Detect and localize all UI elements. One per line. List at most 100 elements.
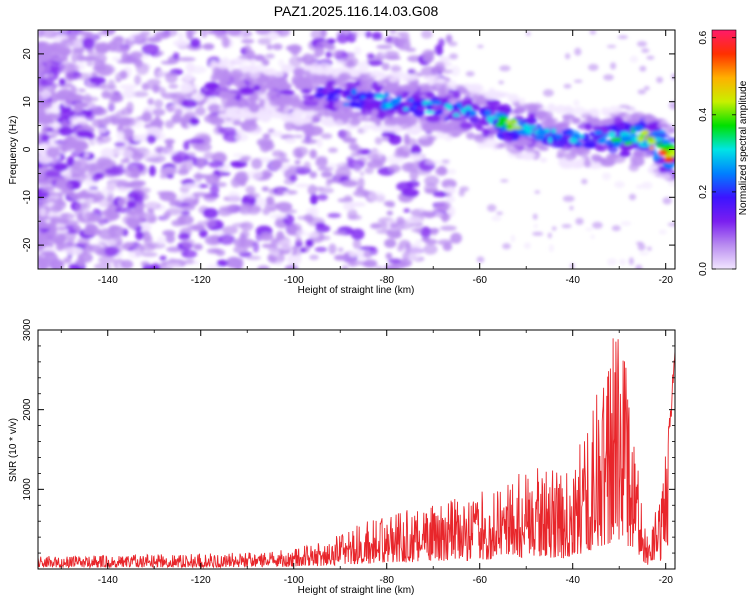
heatmap-cell — [295, 252, 302, 258]
snr-x-tick-label: -120 — [191, 575, 211, 586]
heatmap-cell — [146, 134, 156, 144]
heatmap-cell — [66, 63, 80, 74]
heatmap-cell — [96, 134, 112, 144]
heatmap-cell — [614, 137, 622, 143]
heatmap-cell — [251, 92, 259, 99]
heatmap-cell — [305, 208, 316, 213]
heatmap-cell — [422, 138, 428, 142]
heatmap-cell — [437, 109, 444, 115]
heatmap-cell — [620, 221, 632, 226]
heatmap-cell — [574, 143, 581, 147]
heatmap-cell — [62, 220, 79, 226]
heatmap-cell — [67, 94, 85, 102]
snr-x-tick-label: -80 — [379, 575, 394, 586]
colorbar-tick-label: 0.4 — [698, 107, 709, 121]
heatmap-cell — [364, 92, 378, 99]
heatmap-cell — [371, 31, 383, 40]
heatmap-cell — [292, 67, 306, 77]
heatmap-cell — [409, 97, 414, 103]
heatmap-cell — [646, 55, 655, 60]
heatmap-cell — [86, 61, 94, 67]
heatmap-cell — [612, 141, 623, 147]
heatmap-cell — [231, 222, 249, 228]
heatmap-cell — [262, 133, 271, 139]
heatmap-y-tick-label: 0 — [22, 146, 33, 152]
heatmap-cell — [265, 53, 275, 59]
heatmap-cell — [148, 84, 162, 91]
heatmap-cell — [589, 30, 597, 35]
heatmap-cell — [635, 184, 644, 189]
heatmap-cell — [111, 56, 122, 62]
heatmap-cell — [277, 113, 288, 118]
heatmap-cell — [406, 180, 420, 188]
heatmap-cell — [49, 219, 58, 230]
heatmap-cell — [421, 30, 433, 39]
heatmap-cell — [303, 105, 310, 111]
heatmap-cell — [222, 225, 238, 235]
heatmap-cell — [668, 101, 675, 110]
heatmap-cell — [276, 238, 294, 251]
heatmap-cell — [432, 100, 443, 105]
heatmap-cell — [159, 167, 177, 176]
heatmap-cell — [71, 52, 78, 64]
heatmap-cell — [216, 259, 228, 267]
heatmap-cell — [669, 148, 675, 155]
heatmap-cell — [548, 244, 554, 253]
heatmap-cell — [156, 236, 166, 246]
snr-x-tick-label: -100 — [284, 575, 304, 586]
heatmap-cell — [259, 232, 274, 242]
snr-y-axis-label: SNR (10 * v/v) — [8, 418, 19, 482]
heatmap-cell — [632, 149, 645, 159]
heatmap-cell — [291, 75, 298, 86]
heatmap-cell — [309, 149, 318, 159]
heatmap-y-tick-label: 20 — [22, 48, 33, 60]
snr-panel: -140 -120 -100 -80 -60 -40 -20 1000 2000 3000 He… — [8, 318, 676, 596]
heatmap-cell — [85, 189, 98, 194]
heatmap-cell — [141, 82, 150, 91]
heatmap-cell — [248, 103, 260, 113]
heatmap-cell — [177, 168, 189, 176]
heatmap-cell — [376, 229, 394, 234]
heatmap-cell — [304, 127, 315, 138]
heatmap-cell — [54, 94, 65, 101]
heatmap-cell — [200, 30, 208, 38]
heatmap-cell — [38, 215, 51, 221]
heatmap-cell — [360, 95, 366, 100]
heatmap-cell — [413, 160, 421, 164]
heatmap-cell — [367, 60, 384, 66]
heatmap-cell — [132, 58, 142, 64]
heatmap-cell — [101, 189, 113, 196]
heatmap-cell — [55, 225, 67, 232]
heatmap-cell — [40, 78, 54, 87]
heatmap-cell — [485, 99, 501, 107]
heatmap-cell — [446, 80, 457, 90]
heatmap-cell — [78, 171, 86, 183]
heatmap-cell — [166, 106, 174, 113]
heatmap-y-axis-label: Frequency (Hz) — [8, 116, 19, 185]
heatmap-cell — [180, 82, 194, 94]
heatmap-cell — [63, 136, 78, 148]
heatmap-cell — [458, 189, 465, 197]
heatmap-cell — [350, 96, 361, 101]
heatmap-cell — [38, 87, 44, 94]
heatmap-cell — [542, 89, 554, 97]
heatmap-cell — [571, 117, 581, 124]
heatmap-cell — [482, 128, 490, 138]
heatmap-cell — [577, 123, 592, 130]
heatmap-cell — [87, 51, 101, 60]
snr-y-tick-label: 3000 — [22, 318, 33, 341]
heatmap-cell — [561, 224, 572, 229]
heatmap-cell — [181, 98, 198, 109]
heatmap-cell — [491, 115, 497, 120]
heatmap-cell — [39, 220, 48, 226]
heatmap-cell — [374, 94, 386, 99]
heatmap-cell — [305, 82, 314, 89]
heatmap-cell — [566, 161, 581, 166]
heatmap-cell — [38, 265, 49, 269]
heatmap-cell — [159, 174, 168, 179]
heatmap-cell — [611, 225, 621, 232]
heatmap-cell — [359, 246, 377, 251]
heatmap-cell — [429, 50, 437, 55]
heatmap-cell — [658, 149, 668, 156]
